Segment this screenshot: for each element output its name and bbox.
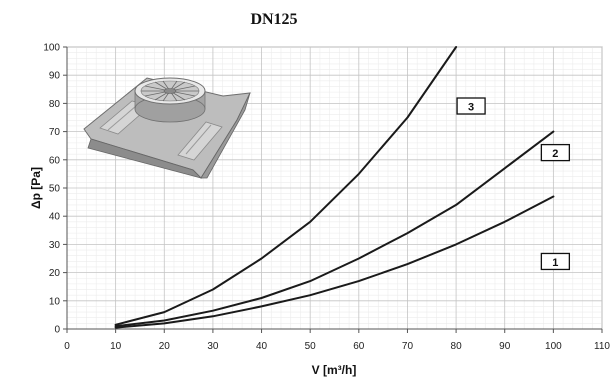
- y-tick-label: 90: [49, 71, 61, 82]
- series-label-text: 2: [552, 148, 558, 160]
- x-axis-label: V [m³/h]: [312, 363, 357, 377]
- y-axis-label: Δp [Pa]: [29, 167, 43, 209]
- x-tick-label: 40: [256, 341, 268, 352]
- y-tick-label: 50: [49, 184, 61, 195]
- series-line-2: [114, 130, 555, 328]
- x-tick-label: 30: [207, 341, 219, 352]
- series-line-1: [114, 195, 555, 329]
- y-tick-label: 70: [49, 127, 61, 138]
- series-label-box: [540, 252, 571, 271]
- y-tick-label: 0: [54, 325, 60, 336]
- series-label-text: 3: [468, 102, 474, 114]
- x-tick-label: 110: [594, 341, 610, 352]
- x-tick-label: 70: [402, 341, 414, 352]
- series-label-box: [540, 143, 571, 162]
- series-label-2: 2: [540, 143, 571, 162]
- y-tick-label: 10: [49, 296, 61, 307]
- series-label-3: 3: [456, 97, 486, 115]
- x-tick-label: 50: [305, 341, 317, 352]
- y-tick-label: 40: [49, 212, 61, 223]
- x-tick-label: 100: [545, 341, 562, 352]
- x-tick-label: 20: [159, 341, 171, 352]
- x-tick-label: 80: [451, 341, 463, 352]
- y-tick-label: 80: [49, 99, 61, 110]
- series-label-text: 1: [552, 257, 558, 269]
- axes: 0 10 20 30 40 50 60 70 80 90 100 110010203040506070…: [43, 43, 610, 353]
- series-label-1: 1: [540, 252, 571, 271]
- x-tick-label: 0: [64, 341, 70, 352]
- y-tick-label: 30: [49, 240, 61, 251]
- y-tick-label: 60: [49, 155, 61, 166]
- y-tick-label: 100: [43, 43, 60, 54]
- chart-title: DN125: [250, 11, 297, 28]
- product-illustration: [83, 77, 251, 179]
- series-label-box: [456, 97, 486, 115]
- y-tick-label: 20: [49, 268, 61, 279]
- x-tick-label: 10: [110, 341, 122, 352]
- series-labels: 1 2 3: [456, 97, 571, 271]
- x-tick-label: 90: [499, 341, 511, 352]
- series-lines: [114, 46, 555, 329]
- series-line-3: [114, 46, 458, 326]
- x-tick-label: 60: [353, 341, 365, 352]
